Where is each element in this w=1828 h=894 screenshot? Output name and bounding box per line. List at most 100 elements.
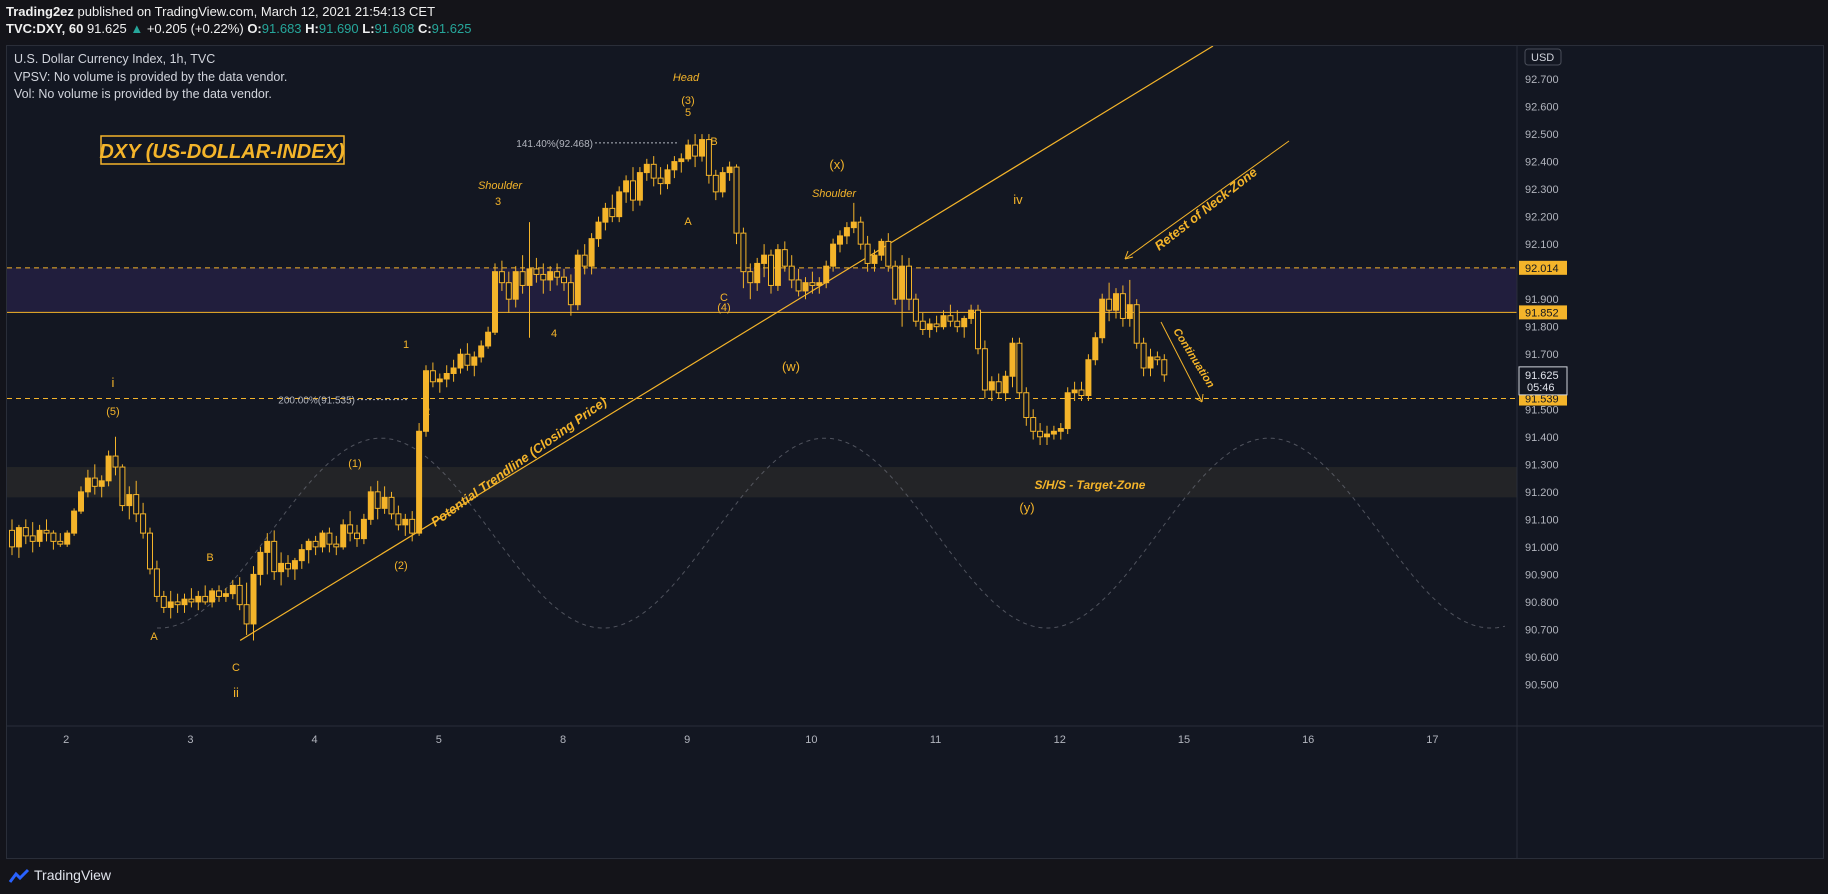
candle-body xyxy=(64,532,71,545)
price-chart[interactable]: 92.700 92.600 92.500 92.400 92.300 92.200 92.1… xyxy=(7,46,1823,858)
price-tag-box xyxy=(1519,305,1567,320)
candle xyxy=(78,486,84,514)
candle xyxy=(567,274,574,316)
candle-body xyxy=(912,298,919,322)
y-tick-label: 92.600 xyxy=(1525,102,1559,114)
candle xyxy=(940,310,947,330)
candle xyxy=(1050,425,1057,440)
wave-2-minor-label: 2 xyxy=(424,406,430,418)
candle-body xyxy=(167,601,174,608)
candle xyxy=(540,263,547,294)
candle-body xyxy=(1161,359,1168,376)
ohlc-line: TVC:DXY, 60 91.625 ▲ +0.205 (+0.22%) O:9… xyxy=(6,21,471,36)
candle xyxy=(1037,423,1044,446)
candle xyxy=(22,519,29,545)
candle xyxy=(133,480,140,523)
candle xyxy=(1078,381,1085,402)
candle-body xyxy=(15,527,22,548)
candle xyxy=(871,249,878,272)
candle xyxy=(1016,337,1023,399)
candle-body xyxy=(119,466,126,507)
candle-body xyxy=(830,243,837,267)
candle-body xyxy=(464,353,471,366)
countdown-label: 05:46 xyxy=(1527,382,1555,394)
candle xyxy=(1071,381,1078,402)
candle xyxy=(899,255,906,327)
legend-symbol[interactable]: U.S. Dollar Currency Index, 1h, TVC xyxy=(14,52,216,66)
candle xyxy=(781,241,788,272)
candle-body xyxy=(685,144,692,160)
trendline-label: Potential Trendline (Closing Price) xyxy=(428,394,609,529)
candle-body xyxy=(174,601,181,606)
candle xyxy=(574,249,581,311)
candle xyxy=(761,244,768,278)
candle xyxy=(857,216,864,250)
candle xyxy=(547,266,554,291)
candle xyxy=(1106,282,1113,322)
candle-body xyxy=(636,172,643,201)
close-value: 91.625 xyxy=(431,21,472,36)
legend-vol[interactable]: Vol: No volume is provided by the data v… xyxy=(14,87,272,101)
publisher-name[interactable]: Trading2ez xyxy=(6,4,74,19)
candle-body xyxy=(347,524,354,534)
candle xyxy=(554,263,561,286)
candle xyxy=(1092,332,1099,366)
candle xyxy=(464,343,471,371)
candle xyxy=(429,362,436,388)
candle xyxy=(933,315,940,333)
wave-x-label: (x) xyxy=(829,157,844,172)
y-tick-label: 90.700 xyxy=(1525,624,1559,636)
candle xyxy=(519,255,526,294)
candle-body xyxy=(857,221,864,245)
candle xyxy=(126,486,133,520)
last-price: 91.625 xyxy=(86,21,127,36)
candle-body xyxy=(892,265,899,300)
chart-frame[interactable]: 92.700 92.600 92.500 92.400 92.300 92.200 92.1… xyxy=(6,45,1824,859)
tradingview-brand[interactable]: TradingView xyxy=(34,867,112,883)
wave-a-lower-label: A xyxy=(150,631,158,643)
candle-body xyxy=(919,320,926,330)
candle-body xyxy=(733,166,740,234)
candle-body xyxy=(450,367,457,374)
candle xyxy=(381,486,388,514)
price-tag-box xyxy=(1519,260,1567,275)
footer: TradingView xyxy=(0,860,1828,894)
candle xyxy=(257,546,264,586)
candle xyxy=(188,588,195,608)
candle xyxy=(581,244,588,275)
candle-body xyxy=(105,455,112,482)
wave-w-label: (w) xyxy=(782,359,800,374)
y-tick-label: 91.300 xyxy=(1525,459,1559,471)
candle-body xyxy=(1126,304,1133,319)
candle-body xyxy=(1147,356,1154,369)
candle-body xyxy=(837,235,843,245)
candle-body xyxy=(216,590,222,597)
candle xyxy=(1085,354,1092,402)
candle xyxy=(374,480,381,520)
y-tick-label: 92.700 xyxy=(1525,74,1559,86)
candle xyxy=(64,530,71,547)
candle-body xyxy=(395,513,402,526)
candle xyxy=(975,304,981,355)
candle-body xyxy=(305,540,312,551)
candle-body xyxy=(650,163,657,179)
candle xyxy=(616,186,623,223)
wave-c-upper-label: C xyxy=(720,292,728,304)
legend-vpsv[interactable]: VPSV: No volume is provided by the data … xyxy=(14,69,288,84)
candle xyxy=(312,535,319,556)
candle-body xyxy=(71,510,78,534)
candle-body xyxy=(498,271,505,284)
candle-body xyxy=(126,494,133,507)
candle xyxy=(457,348,464,374)
candle-body xyxy=(202,595,209,603)
candle xyxy=(505,271,512,313)
candle xyxy=(892,260,899,305)
wave-4p-label: (4) xyxy=(717,302,730,314)
candle-body xyxy=(43,529,50,534)
candle xyxy=(367,486,374,525)
candle-body xyxy=(278,562,285,573)
candle-body xyxy=(1030,417,1037,432)
candle xyxy=(1119,285,1126,327)
wave-ii-label: ii xyxy=(233,685,239,700)
open-label: O: xyxy=(247,21,262,36)
